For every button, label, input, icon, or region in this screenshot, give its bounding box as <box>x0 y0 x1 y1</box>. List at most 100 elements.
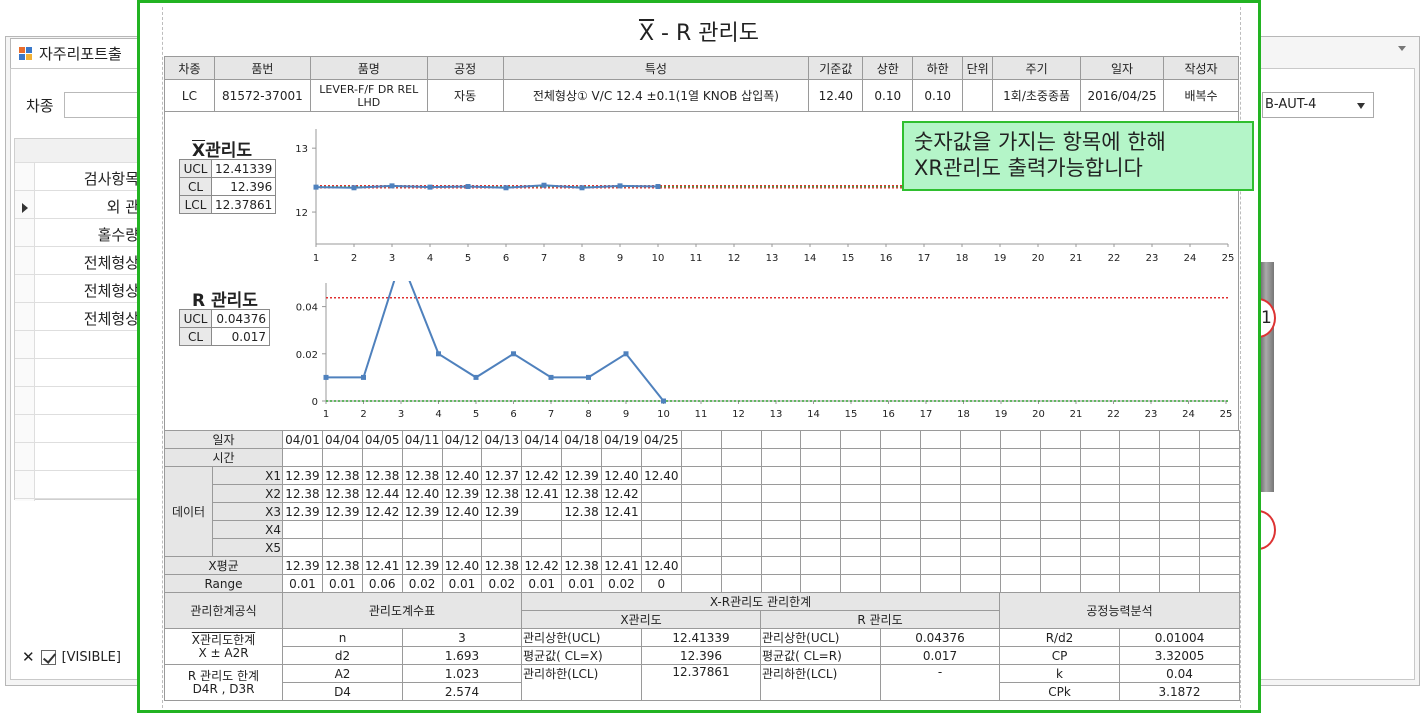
value-cell <box>720 466 762 485</box>
x-tick-label: 6 <box>510 409 516 420</box>
limit-row: CL 12.396 <box>179 177 277 196</box>
value-cell <box>720 574 762 593</box>
value-cell <box>601 520 642 539</box>
limit-key: CL <box>179 327 212 346</box>
x-tick-label: 18 <box>957 409 970 420</box>
grid-row[interactable]: 전체형상 <box>15 275 139 303</box>
car-type-input[interactable] <box>64 92 144 118</box>
value-cell <box>441 448 483 467</box>
rlimit-value: 0.04376 <box>879 628 1001 647</box>
callout-line: 숫자값을 가지는 항목에 한해 <box>914 130 1166 154</box>
coef-value: 1.693 <box>402 646 522 665</box>
value-cell <box>959 484 1001 503</box>
x-tick-label: 3 <box>389 253 395 264</box>
value-cell: 0.01 <box>282 574 323 593</box>
value-cell <box>920 520 961 539</box>
value-cell: 12.41 <box>601 556 642 575</box>
spec-header: 품번 <box>213 56 311 80</box>
r-limits-table: UCL 0.04376 CL 0.017 <box>179 309 270 346</box>
xbar-limits-table: UCL 12.41339 CL 12.396 LCL 12.37861 <box>179 159 277 214</box>
grid-row[interactable] <box>15 443 139 471</box>
x-tick-label: 9 <box>623 409 629 420</box>
report-tab[interactable]: 자주리포트출 <box>10 38 160 68</box>
x-tick-label: 9 <box>617 253 623 264</box>
value-cell: 12.38 <box>481 556 523 575</box>
row-header-column <box>15 139 35 501</box>
value-cell <box>1079 430 1121 449</box>
value-cell <box>1039 484 1081 503</box>
value-cell <box>959 556 1001 575</box>
spec-info-table: 차종 품번 품명 공정 특성 기준값 상한 하한 단위 주기 일자 작성자 LC… <box>164 56 1239 112</box>
x-tick-label: 13 <box>766 253 779 264</box>
value-cell <box>1079 484 1121 503</box>
grid-row[interactable]: 전체형상 <box>15 247 139 275</box>
x-tick-label: 12 <box>732 409 745 420</box>
value-cell <box>880 574 921 593</box>
cap-key: R/d2 <box>999 628 1121 647</box>
grid-row[interactable] <box>15 359 139 387</box>
value-cell: 04/13 <box>481 430 523 449</box>
visible-checkbox[interactable] <box>40 649 56 665</box>
value-cell <box>680 484 722 503</box>
data-point <box>436 351 441 357</box>
value-cell <box>920 538 961 557</box>
value-cell: 0.01 <box>441 574 483 593</box>
value-cell: 12.39 <box>282 466 323 485</box>
coef-value: 1.023 <box>402 664 522 683</box>
value-cell <box>441 538 483 557</box>
grid-row[interactable] <box>15 471 139 499</box>
chevron-down-icon[interactable] <box>1398 46 1406 51</box>
rlimit-key: 평균값( CL=R) <box>760 646 881 665</box>
value-cell: 12.41 <box>521 484 563 503</box>
x-tick-label: 20 <box>1032 409 1045 420</box>
spec-header: 작성자 <box>1163 56 1239 80</box>
value-cell <box>720 484 762 503</box>
value-cell: 12.40 <box>441 466 483 485</box>
value-cell <box>1079 502 1121 521</box>
data-point <box>617 183 623 189</box>
grid-column-header[interactable]: 검사항목 <box>15 163 139 191</box>
line-combo[interactable]: B-AUT-4 <box>1262 92 1374 118</box>
xr-control-chart-report: X - R 관리도 차종 품번 품명 공정 특성 기준값 상한 하한 단위 주기… <box>137 0 1261 713</box>
grid-footer: ✕ [VISIBLE] <box>22 648 121 666</box>
value-cell: 12.42 <box>361 502 403 521</box>
value-cell <box>401 448 443 467</box>
grid-row[interactable]: 전체형상 <box>15 303 139 331</box>
value-cell <box>840 430 882 449</box>
grid-row[interactable]: 홀수량 <box>15 219 139 247</box>
value-cell <box>800 502 842 521</box>
y-tick-label: 0.04 <box>296 303 318 314</box>
grid-row[interactable] <box>15 415 139 443</box>
value-cell: 0.01 <box>321 574 363 593</box>
x-tick-label: 25 <box>1220 409 1233 420</box>
rlimit-key: 관리하한(LCL) <box>760 664 881 701</box>
grid-row[interactable]: 외 관 <box>15 191 139 219</box>
xlimit-value: 12.396 <box>641 646 761 665</box>
value-cell <box>1119 484 1161 503</box>
data-point <box>313 184 319 190</box>
data-point <box>351 185 357 191</box>
value-cell <box>1159 484 1201 503</box>
value-cell <box>680 538 722 557</box>
xlimit-key: 관리하한(LCL) <box>521 664 642 701</box>
value-cell: 12.39 <box>481 502 523 521</box>
grid-row[interactable] <box>15 387 139 415</box>
x-tick-label: 17 <box>920 409 933 420</box>
close-icon[interactable]: ✕ <box>22 648 35 666</box>
value-cell: 12.42 <box>521 556 563 575</box>
y-tick-label: 13 <box>295 144 308 155</box>
value-cell: 0.02 <box>481 574 523 593</box>
value-cell <box>800 430 842 449</box>
data-point <box>323 374 329 380</box>
value-cell: 12.38 <box>561 556 602 575</box>
value-cell <box>441 520 483 539</box>
value-cell <box>880 556 921 575</box>
grid-row[interactable] <box>15 331 139 359</box>
spec-value: 2016/04/25 <box>1080 79 1165 112</box>
x-tick-label: 19 <box>994 253 1007 264</box>
value-cell <box>1119 520 1161 539</box>
value-cell <box>1119 448 1161 467</box>
value-cell <box>880 538 921 557</box>
value-cell <box>800 448 842 467</box>
